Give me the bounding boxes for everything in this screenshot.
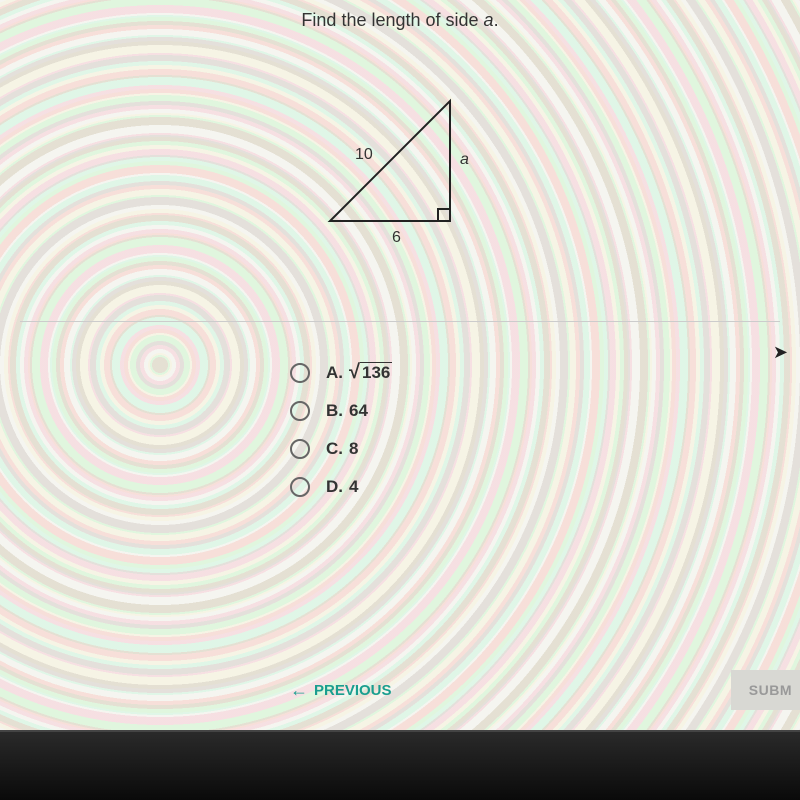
question-suffix: . xyxy=(494,10,499,30)
question-variable: a xyxy=(484,10,494,30)
option-d[interactable]: D. 4 xyxy=(290,477,800,497)
figure-area: 10 a 6 xyxy=(0,91,800,251)
triangle-figure: 10 a 6 xyxy=(300,91,500,251)
hypotenuse-label: 10 xyxy=(355,146,373,164)
triangle-svg xyxy=(300,91,500,251)
option-value: 4 xyxy=(349,477,358,497)
radio-icon xyxy=(290,363,310,383)
option-c[interactable]: C. 8 xyxy=(290,439,800,459)
option-a[interactable]: A. √136 xyxy=(290,362,800,383)
answer-options: A. √136 B. 64 C. 8 D. 4 xyxy=(290,362,800,497)
previous-label: PREVIOUS xyxy=(314,682,392,699)
sqrt-icon: √ xyxy=(349,362,360,382)
option-letter: C. xyxy=(326,439,343,459)
option-letter: D. xyxy=(326,477,343,497)
radio-icon xyxy=(290,477,310,497)
submit-button[interactable]: SUBM xyxy=(731,670,800,710)
right-side-label: a xyxy=(460,151,469,169)
option-letter: A. xyxy=(326,363,343,383)
option-b[interactable]: B. 64 xyxy=(290,401,800,421)
option-value-sqrt: √136 xyxy=(349,362,392,383)
quiz-screen: Find the length of side a. 10 a 6 A. √13… xyxy=(0,0,800,730)
radio-icon xyxy=(290,401,310,421)
question-text: Find the length of side a. xyxy=(0,0,800,31)
previous-button[interactable]: ← PREVIOUS xyxy=(290,680,392,701)
arrow-left-icon: ← xyxy=(290,680,308,701)
option-letter: B. xyxy=(326,401,343,421)
cursor-icon: ➤ xyxy=(773,342,788,363)
radio-icon xyxy=(290,439,310,459)
base-label: 6 xyxy=(392,229,401,247)
sqrt-radicand: 136 xyxy=(360,362,392,383)
submit-label: SUBM xyxy=(749,682,792,698)
divider-line xyxy=(20,321,780,322)
footer-nav: ← PREVIOUS SUBM xyxy=(0,670,800,710)
right-angle-mark xyxy=(438,209,450,221)
option-value: 64 xyxy=(349,401,368,421)
laptop-bezel xyxy=(0,730,800,800)
question-prefix: Find the length of side xyxy=(301,10,483,30)
content-area: Find the length of side a. 10 a 6 A. √13… xyxy=(0,0,800,730)
option-value: 8 xyxy=(349,439,358,459)
triangle-shape xyxy=(330,101,450,221)
